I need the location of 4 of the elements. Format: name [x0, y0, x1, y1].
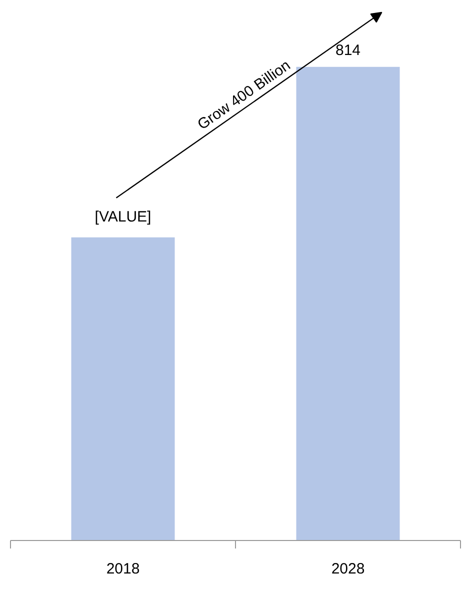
- x-tick-label: 2028: [331, 560, 365, 578]
- data-label: [VALUE]: [94, 208, 152, 226]
- data-label: 814: [335, 42, 361, 59]
- x-tick-label: 2018: [106, 560, 140, 578]
